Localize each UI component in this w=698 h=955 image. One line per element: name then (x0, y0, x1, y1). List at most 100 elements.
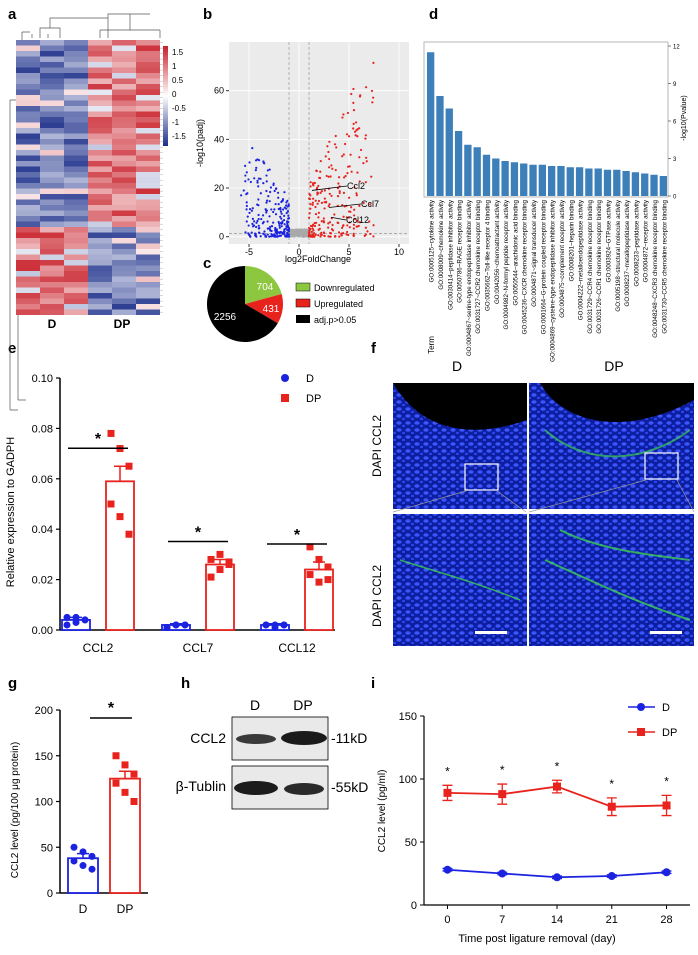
heatmap-cell (112, 67, 136, 73)
volcano-point-ns (299, 234, 302, 237)
heatmap-cell (16, 287, 40, 293)
qpcr-data-point (216, 566, 224, 574)
heatmap-cell (40, 205, 64, 211)
qpcr-data-point (207, 555, 215, 563)
time-course-point (553, 873, 561, 882)
volcano-point-up (342, 191, 346, 195)
heatmap-cell (112, 210, 136, 216)
heatmap-cell (88, 183, 112, 189)
heatmap-cell (88, 210, 112, 216)
qpcr-ytick-label: 0.00 (32, 625, 53, 637)
volcano-point-down (271, 234, 274, 238)
volcano-point-up (362, 162, 365, 165)
volcano-point-up (311, 224, 314, 227)
heatmap-cell (136, 265, 160, 271)
volcano-point-up (346, 171, 349, 175)
go-bar (510, 162, 519, 196)
heatmap-cell (88, 232, 112, 238)
go-bar (557, 166, 565, 196)
volcano-point-down (282, 218, 286, 222)
qpcr-data-point (207, 573, 215, 581)
volcano-point-up (347, 210, 351, 213)
heatmap-cell (40, 122, 64, 128)
colorbar-tick-label: -1.5 (172, 132, 186, 141)
volcano-point-up (347, 165, 350, 168)
volcano-point-up (318, 227, 321, 230)
go-bar (585, 168, 593, 196)
heatmap-cell (136, 117, 160, 123)
annotation-ccl12: Ccl12 (346, 215, 369, 225)
significance-marker: * (95, 431, 102, 448)
volcano-point-ns (291, 228, 294, 231)
volcano-point-ns (291, 232, 294, 235)
volcano-point-down (285, 212, 288, 215)
heatmap-cell (112, 56, 136, 62)
pie-slice-downregulated (245, 266, 282, 304)
time-course-point (553, 782, 561, 791)
go-bar (464, 144, 472, 196)
qpcr-data-point (163, 623, 171, 631)
volcano-point-down (275, 232, 278, 235)
heatmap-cell (16, 111, 40, 117)
blot-column-dp: DP (293, 697, 312, 713)
heatmap-cell (88, 194, 112, 200)
heatmap-cell (64, 304, 88, 310)
volcano-point-down (287, 216, 291, 220)
volcano-point-ns (301, 230, 304, 233)
heatmap-cell (136, 84, 160, 90)
heatmap-cell (112, 133, 136, 139)
volcano-point-up (359, 148, 363, 152)
volcano-point-down (259, 235, 262, 238)
heatmap-cell (64, 282, 88, 288)
heatmap-cell (88, 282, 112, 288)
heatmap-cell (16, 276, 40, 282)
volcano-point-up (331, 223, 334, 227)
colorbar-tick-label: 1 (172, 62, 177, 71)
row-label-top: DAPI CCL2 (370, 415, 384, 477)
qpcr-data-point (172, 621, 180, 629)
volcano-point-up (308, 197, 311, 201)
elisa-ylabel: CCL2 level (pg/100 μg protein) (10, 742, 21, 878)
qpcr-data-point (125, 462, 133, 470)
volcano-point-down (245, 201, 248, 204)
volcano-point-up (308, 231, 311, 235)
volcano-point-down (265, 211, 268, 214)
heatmap-cell (112, 62, 136, 68)
volcano-point-down (287, 214, 290, 217)
volcano-point-up (350, 206, 353, 209)
go-bar (520, 163, 528, 196)
heatmap-cell (112, 309, 136, 315)
volcano-point-up (307, 226, 311, 230)
go-bar (454, 131, 463, 196)
heatmap-cell (16, 139, 40, 145)
heatmap-cell (88, 67, 112, 73)
heatmap-cell (136, 45, 160, 51)
volcano-point-up (353, 186, 356, 189)
heatmap-cell (64, 172, 88, 178)
heatmap-cell (88, 100, 112, 106)
heatmap-cell (136, 150, 160, 156)
heatmap-cell (136, 227, 160, 233)
heatmap-cell (64, 194, 88, 200)
heatmap-cell (40, 183, 64, 189)
go-bar (613, 169, 621, 196)
volcano-point-down (245, 204, 248, 208)
volcano-point-ns (293, 229, 296, 232)
heatmap-cell (112, 73, 136, 79)
time-course-xtick-label: 7 (499, 914, 505, 926)
volcano-point-down (277, 207, 280, 211)
go-term-label: GO:0031726~CCR1 chemokine receptor bindi… (596, 199, 603, 333)
heatmap-cell (112, 172, 136, 178)
heatmap-cell (112, 287, 136, 293)
volcano-point-up (314, 199, 317, 202)
volcano-point-up (324, 155, 327, 158)
volcano-ytick-label: 0 (219, 232, 224, 242)
go-term-label: GO:0008009~chemokine activity (438, 199, 445, 290)
volcano-point-up (320, 233, 323, 236)
volcano-point-down (245, 208, 248, 211)
panel-label-i: i (371, 675, 375, 692)
pie-slice-nonsignificant (206, 266, 278, 343)
volcano-point-up (355, 192, 358, 195)
volcano-point-down (240, 194, 243, 197)
